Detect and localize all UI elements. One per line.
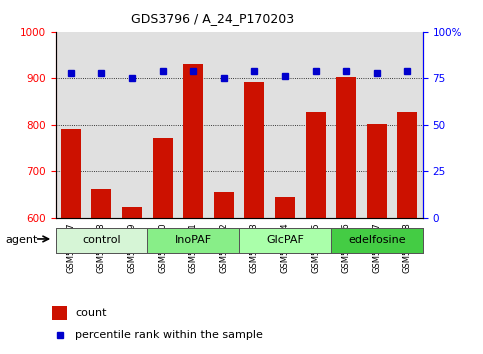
Text: InoPAF: InoPAF: [175, 235, 212, 245]
Bar: [61, 130, 81, 354]
Bar: [239, 228, 331, 253]
Bar: [336, 78, 356, 354]
Text: GlcPAF: GlcPAF: [266, 235, 304, 245]
Bar: [147, 228, 239, 253]
Bar: [183, 64, 203, 354]
Bar: [367, 124, 387, 354]
Text: GDS3796 / A_24_P170203: GDS3796 / A_24_P170203: [131, 12, 294, 25]
Bar: [53, 306, 67, 320]
Text: percentile rank within the sample: percentile rank within the sample: [75, 330, 263, 341]
Bar: [214, 192, 234, 354]
Bar: [91, 189, 112, 354]
Bar: [306, 112, 326, 354]
Bar: [331, 228, 423, 253]
Bar: [153, 138, 172, 354]
Bar: [244, 81, 264, 354]
Text: agent: agent: [6, 235, 38, 245]
Bar: [275, 197, 295, 354]
Text: edelfosine: edelfosine: [348, 235, 406, 245]
Bar: [122, 207, 142, 354]
Text: count: count: [75, 308, 106, 318]
Bar: [398, 112, 417, 354]
Text: control: control: [82, 235, 121, 245]
Bar: [56, 228, 147, 253]
